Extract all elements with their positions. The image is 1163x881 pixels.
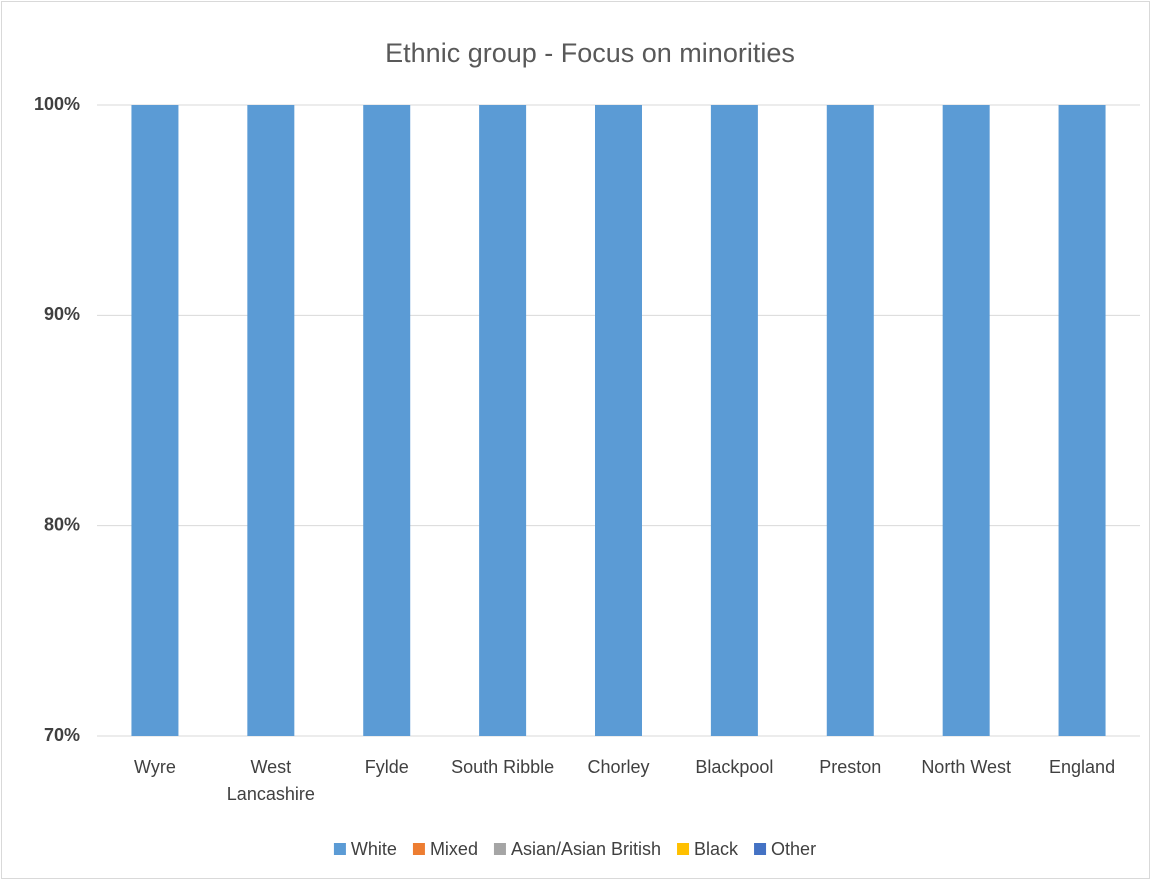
y-tick-label: 80% — [44, 514, 80, 534]
legend-label: Other — [771, 839, 816, 859]
x-tick-label: Wyre — [134, 757, 176, 777]
legend-label: Asian/Asian British — [511, 839, 661, 859]
x-tick-label: Preston — [819, 757, 881, 777]
x-tick-label: West Lancashire — [227, 757, 315, 804]
bar-segment — [826, 105, 874, 736]
x-tick-label: Chorley — [587, 757, 649, 777]
x-tick-line: Lancashire — [227, 784, 315, 804]
legend-item: Asian/Asian British — [493, 839, 661, 859]
chart-title: Ethnic group - Focus on minorities — [385, 38, 795, 68]
y-tick-label: 100% — [34, 94, 80, 114]
legend-swatch — [412, 843, 425, 855]
legend-label: White — [351, 839, 397, 859]
y-tick-label: 90% — [44, 304, 80, 324]
x-tick-label: England — [1049, 757, 1115, 777]
legend-item: White — [333, 839, 397, 859]
bar-segment — [595, 105, 642, 736]
x-tick-label: North West — [921, 757, 1011, 777]
bar-segment — [363, 105, 411, 736]
x-tick-line: Preston — [819, 757, 881, 777]
legend-item: Other — [754, 839, 816, 859]
legend-swatch — [493, 843, 506, 855]
x-tick-line: South Ribble — [451, 757, 554, 777]
legend-item: Black — [677, 839, 739, 859]
x-tick-label: Blackpool — [695, 757, 773, 777]
x-tick-line: Blackpool — [695, 757, 773, 777]
bar-segment — [131, 105, 179, 736]
legend-swatch — [754, 843, 767, 855]
x-tick-label: Fylde — [365, 757, 409, 777]
legend-swatch — [333, 843, 346, 855]
legend-label: Black — [694, 839, 739, 859]
x-tick-line: Fylde — [365, 757, 409, 777]
x-tick-line: North West — [921, 757, 1011, 777]
y-tick-label: 70% — [44, 725, 80, 745]
legend-label: Mixed — [430, 839, 478, 859]
bar-segment — [247, 105, 295, 736]
bar-segment — [479, 105, 527, 736]
x-tick-label: South Ribble — [451, 757, 554, 777]
bar-segment — [942, 105, 990, 736]
bar-segment — [710, 105, 758, 736]
legend-swatch — [677, 843, 690, 855]
bar-segment — [1058, 105, 1106, 736]
x-tick-line: Chorley — [587, 757, 649, 777]
legend: White Mixed Asian/Asian British Black Other — [333, 839, 816, 859]
x-tick-line: Wyre — [134, 757, 176, 777]
legend-item: Mixed — [412, 839, 478, 859]
x-tick-line: West — [250, 757, 291, 777]
x-tick-line: England — [1049, 757, 1115, 777]
